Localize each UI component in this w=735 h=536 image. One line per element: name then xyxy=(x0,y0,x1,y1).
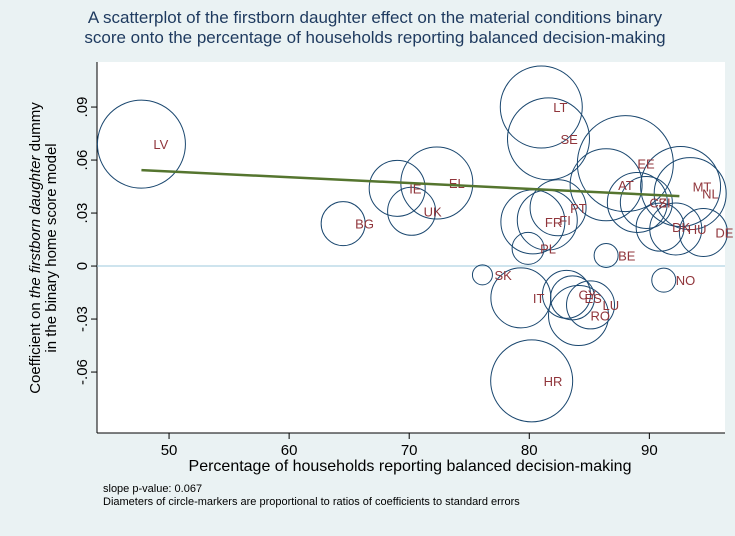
point xyxy=(576,115,674,213)
point xyxy=(96,99,186,189)
point-label: CY xyxy=(578,287,596,302)
point-label: LV xyxy=(153,137,168,152)
y-axis-label: in the binary home score model xyxy=(43,143,60,352)
y-label-part: Coefficient on xyxy=(27,298,44,394)
x-tick-label: 90 xyxy=(641,442,658,459)
point-label: FI xyxy=(559,213,571,228)
y-label-part: dummy xyxy=(27,102,44,156)
point xyxy=(678,207,728,257)
point-label: IT xyxy=(533,291,545,306)
point xyxy=(593,242,619,268)
point-label: HU xyxy=(688,222,707,237)
point xyxy=(511,231,545,265)
x-tick-label: 60 xyxy=(281,442,298,459)
fit-line xyxy=(141,168,680,198)
point xyxy=(566,280,616,330)
point-label: LT xyxy=(553,100,567,115)
chart-title: score onto the percentage of households … xyxy=(84,28,665,47)
point xyxy=(550,275,596,321)
point-label: FR xyxy=(545,215,562,230)
x-tick-label: 80 xyxy=(521,442,538,459)
y-label-part: the firstborn daughter xyxy=(27,155,44,299)
point xyxy=(490,339,574,423)
point-label: SI xyxy=(658,195,670,210)
point xyxy=(569,148,643,222)
point-label: BE xyxy=(618,248,636,263)
note: Diameters of circle-markers are proporti… xyxy=(103,496,520,508)
point xyxy=(635,202,685,252)
note: slope p-value: 0.067 xyxy=(103,483,202,495)
point-label: PT xyxy=(570,201,587,216)
y-tick-label: -.03 xyxy=(74,306,91,332)
point xyxy=(387,186,437,236)
point-label: SE xyxy=(560,132,578,147)
point xyxy=(649,202,703,256)
point-label: DK xyxy=(672,220,690,235)
point xyxy=(619,175,673,229)
point xyxy=(529,179,587,237)
point-label: HR xyxy=(544,374,563,389)
point-label: UK xyxy=(424,204,442,219)
y-tick-label: .03 xyxy=(74,203,91,224)
y-tick-label: .06 xyxy=(74,150,91,171)
point xyxy=(541,269,591,319)
point xyxy=(368,159,426,217)
x-axis-label: Percentage of households reporting balan… xyxy=(189,458,632,475)
chart-title: A scatterplot of the firstborn daughter … xyxy=(88,8,663,27)
point xyxy=(548,285,610,347)
y-tick-label: -.06 xyxy=(74,359,91,385)
point-label: ES xyxy=(585,291,603,306)
x-tick-label: 50 xyxy=(161,442,178,459)
point-label: PL xyxy=(540,241,556,256)
point-label: AT xyxy=(618,178,634,193)
point-label: EL xyxy=(449,176,465,191)
point xyxy=(653,157,727,231)
point xyxy=(506,97,590,181)
point-label: EE xyxy=(637,157,655,172)
point xyxy=(471,264,493,286)
y-tick-label: 0 xyxy=(74,262,91,270)
point xyxy=(499,65,583,149)
point-label: BG xyxy=(355,217,374,232)
point-label: SK xyxy=(494,268,512,283)
point xyxy=(651,267,677,293)
point-label: RO xyxy=(591,309,611,324)
point-label: NL xyxy=(702,187,719,202)
point-label: MT xyxy=(693,180,712,195)
y-axis-label: Coefficient on the firstborn daughter du… xyxy=(27,102,44,394)
plot-area xyxy=(97,62,725,433)
point-label: DE xyxy=(715,225,733,240)
y-tick-label: .09 xyxy=(74,97,91,118)
x-tick-label: 70 xyxy=(401,442,418,459)
point-label: CZ xyxy=(649,195,666,210)
point xyxy=(606,171,668,233)
point xyxy=(320,201,366,247)
point-label: NO xyxy=(676,273,696,288)
point-label: LU xyxy=(603,298,620,313)
point-label: IE xyxy=(409,181,422,196)
